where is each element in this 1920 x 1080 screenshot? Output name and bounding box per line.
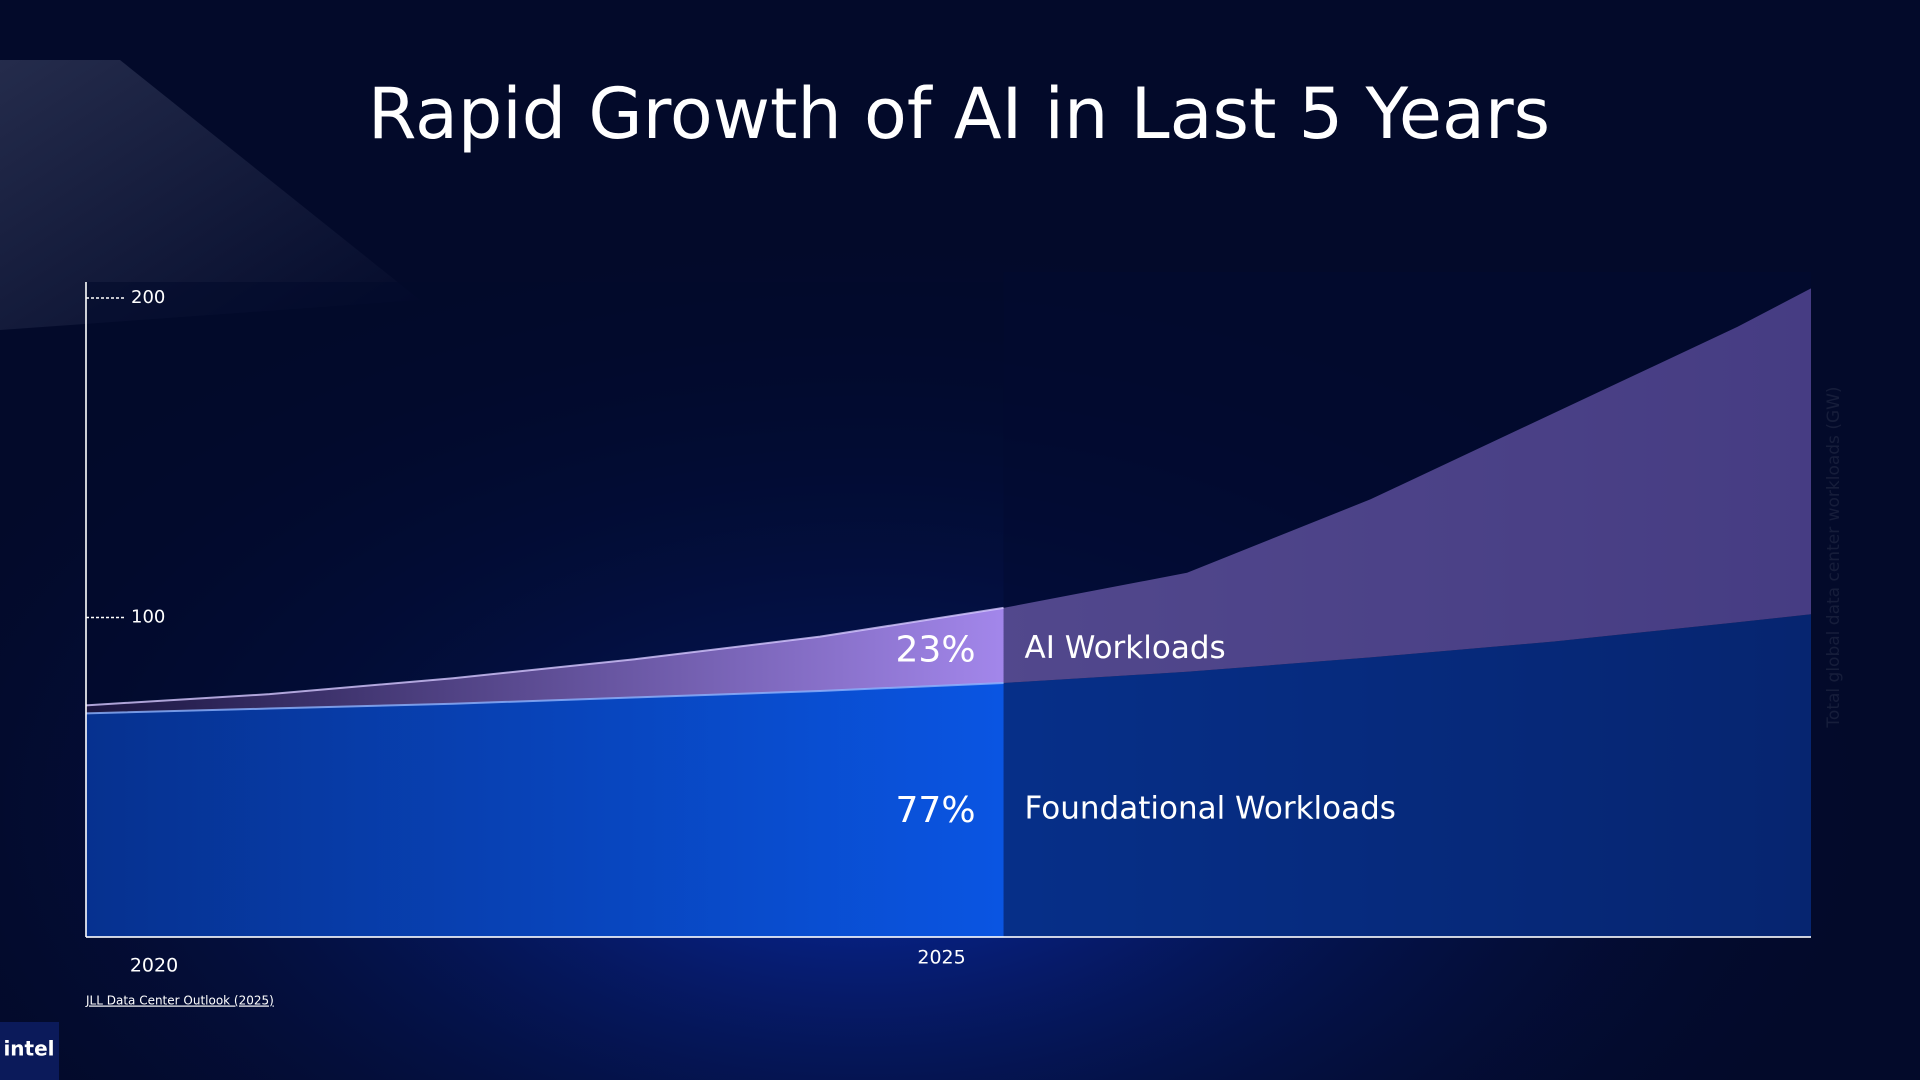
- plot: Foundational Workloads 77% AI Workloads 23%…: [85, 272, 1811, 977]
- y-tick-label: 100: [131, 606, 165, 627]
- chart-title: Rapid Growth of AI in Last 5 Years: [368, 73, 1550, 155]
- area-edge: [85, 606, 1004, 707]
- y-axis-label: Total global data center workloads (GW): [1824, 386, 1844, 728]
- y-tick-label: 200: [131, 287, 165, 308]
- x-tick-label: 2025: [917, 947, 965, 969]
- legend-label: Foundational Workloads: [1025, 790, 1396, 826]
- projection-shade: [1003, 272, 1811, 937]
- legend-label: AI Workloads: [1025, 630, 1226, 666]
- logo: intel: [3, 1037, 54, 1061]
- logo-box: [0, 1022, 59, 1080]
- x-tick-label: 2020: [130, 955, 178, 977]
- light-beam: [0, 60, 420, 330]
- source-note: JLL Data Center Outlook (2025): [85, 994, 274, 1008]
- share-label: 77%: [896, 790, 976, 831]
- area-edge: [85, 681, 1004, 715]
- share-label: 23%: [896, 629, 976, 670]
